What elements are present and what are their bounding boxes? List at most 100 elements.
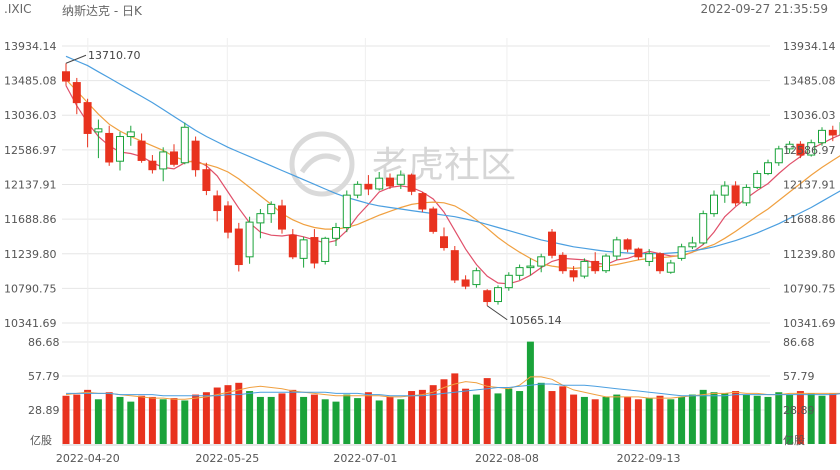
volume-tick-left: 57.79 — [28, 370, 60, 383]
candle-body — [656, 253, 664, 272]
volume-bar — [656, 395, 664, 444]
volume-bar — [688, 394, 696, 444]
watermark: 老虎社区 — [289, 131, 516, 197]
candle-body — [548, 231, 556, 256]
price-tick-left: 12586.97 — [4, 144, 57, 157]
candle-body — [191, 140, 200, 171]
candle-body — [645, 253, 654, 262]
price-tick-right: 11239.80 — [783, 248, 836, 261]
candle-body — [818, 129, 826, 144]
volume-bar — [732, 391, 740, 444]
candle-body — [807, 142, 816, 156]
candle-body — [342, 194, 351, 229]
volume-bar — [591, 399, 599, 444]
volume-bar — [753, 395, 761, 444]
volume-bar — [613, 394, 621, 444]
candle-body — [72, 82, 81, 104]
candle-body — [288, 234, 297, 258]
volume-bar — [181, 400, 189, 444]
candle-body — [278, 205, 286, 230]
candle-body — [558, 254, 567, 272]
volume-unit-right: 亿股 — [783, 434, 805, 447]
volume-bar — [246, 391, 254, 444]
candle-body — [170, 151, 178, 165]
candle-body — [321, 237, 330, 262]
candle-body — [234, 228, 243, 266]
volume-bar — [148, 396, 156, 444]
price-tick-left: 10790.75 — [4, 282, 57, 295]
date-tick: 2022-07-01 — [333, 452, 397, 465]
ma-line-ma10 — [65, 79, 840, 270]
volume-bar — [408, 391, 416, 444]
volume-bar — [602, 396, 610, 444]
price-tick-left: 10341.69 — [4, 317, 57, 330]
volume-bar — [364, 392, 372, 444]
moving-average-lines — [65, 55, 840, 285]
price-axis-left: 13934.14 13485.08 13036.03 12586.97 12137.91… — [4, 40, 60, 447]
watermark-logo-swoosh — [299, 153, 342, 174]
candle-body — [62, 71, 70, 82]
extreme-annotations: 13710.70 10565.14 — [65, 49, 562, 327]
candle-body — [94, 128, 103, 133]
candle-body — [267, 203, 276, 215]
candle-body — [504, 274, 513, 289]
candle-body — [612, 239, 621, 257]
candle-body — [148, 160, 157, 171]
volume-bar — [807, 393, 815, 444]
ma-line-ma5 — [65, 85, 840, 285]
volume-bar — [73, 394, 81, 444]
candle-body — [677, 246, 686, 259]
price-tick-left: 13485.08 — [4, 75, 57, 88]
volume-unit-left: 亿股 — [30, 434, 52, 447]
candlestick-series — [62, 63, 840, 306]
volume-bar — [62, 395, 70, 444]
candle-body — [332, 227, 340, 239]
volume-tick-left: 86.68 — [28, 336, 60, 349]
price-tick-left: 11688.86 — [4, 213, 57, 226]
candle-body — [299, 239, 308, 259]
candle-body — [375, 177, 384, 190]
candle-body — [472, 270, 481, 286]
volume-bar — [354, 398, 362, 444]
candle-body — [224, 205, 232, 233]
volume-series — [62, 341, 837, 444]
volume-bar — [202, 392, 210, 444]
volume-bar — [580, 396, 588, 444]
candle-body — [202, 169, 211, 192]
candle-body — [213, 195, 222, 212]
volume-average-lines — [65, 376, 840, 400]
volume-bar — [764, 396, 772, 444]
volume-bar — [224, 385, 232, 444]
volume-bar — [213, 387, 221, 444]
candle-body — [774, 148, 783, 164]
watermark-logo-icon — [289, 131, 355, 197]
volume-bar — [300, 396, 308, 444]
candle-body — [137, 140, 146, 161]
chart-title: 纳斯达克 - 日K — [62, 4, 142, 18]
volume-bar — [483, 378, 491, 444]
candle-body — [526, 265, 535, 269]
date-tick: 2022-08-08 — [475, 452, 539, 465]
candle-body — [386, 177, 394, 187]
candle-body — [256, 213, 265, 224]
candle-body — [720, 185, 729, 196]
price-tick-right: 12586.97 — [783, 144, 836, 157]
candle-body — [537, 256, 546, 267]
price-tick-left: 11239.80 — [4, 248, 57, 261]
volume-bar — [548, 391, 556, 444]
price-axis-right: 13934.14 13485.08 13036.03 12586.97 12137.91… — [783, 40, 836, 447]
date-tick: 2022-09-13 — [617, 452, 681, 465]
candle-body — [764, 162, 772, 175]
candle-body — [105, 132, 114, 163]
candle-body — [310, 237, 319, 264]
price-tick-right: 13934.14 — [783, 40, 836, 53]
candle-body — [418, 193, 427, 210]
volume-bar — [775, 392, 783, 444]
volume-bar — [818, 395, 826, 444]
volume-bar — [170, 398, 178, 444]
volume-bar — [310, 394, 318, 444]
volume-bar — [159, 399, 167, 444]
volume-bar — [516, 391, 524, 444]
volume-bar — [138, 395, 146, 444]
